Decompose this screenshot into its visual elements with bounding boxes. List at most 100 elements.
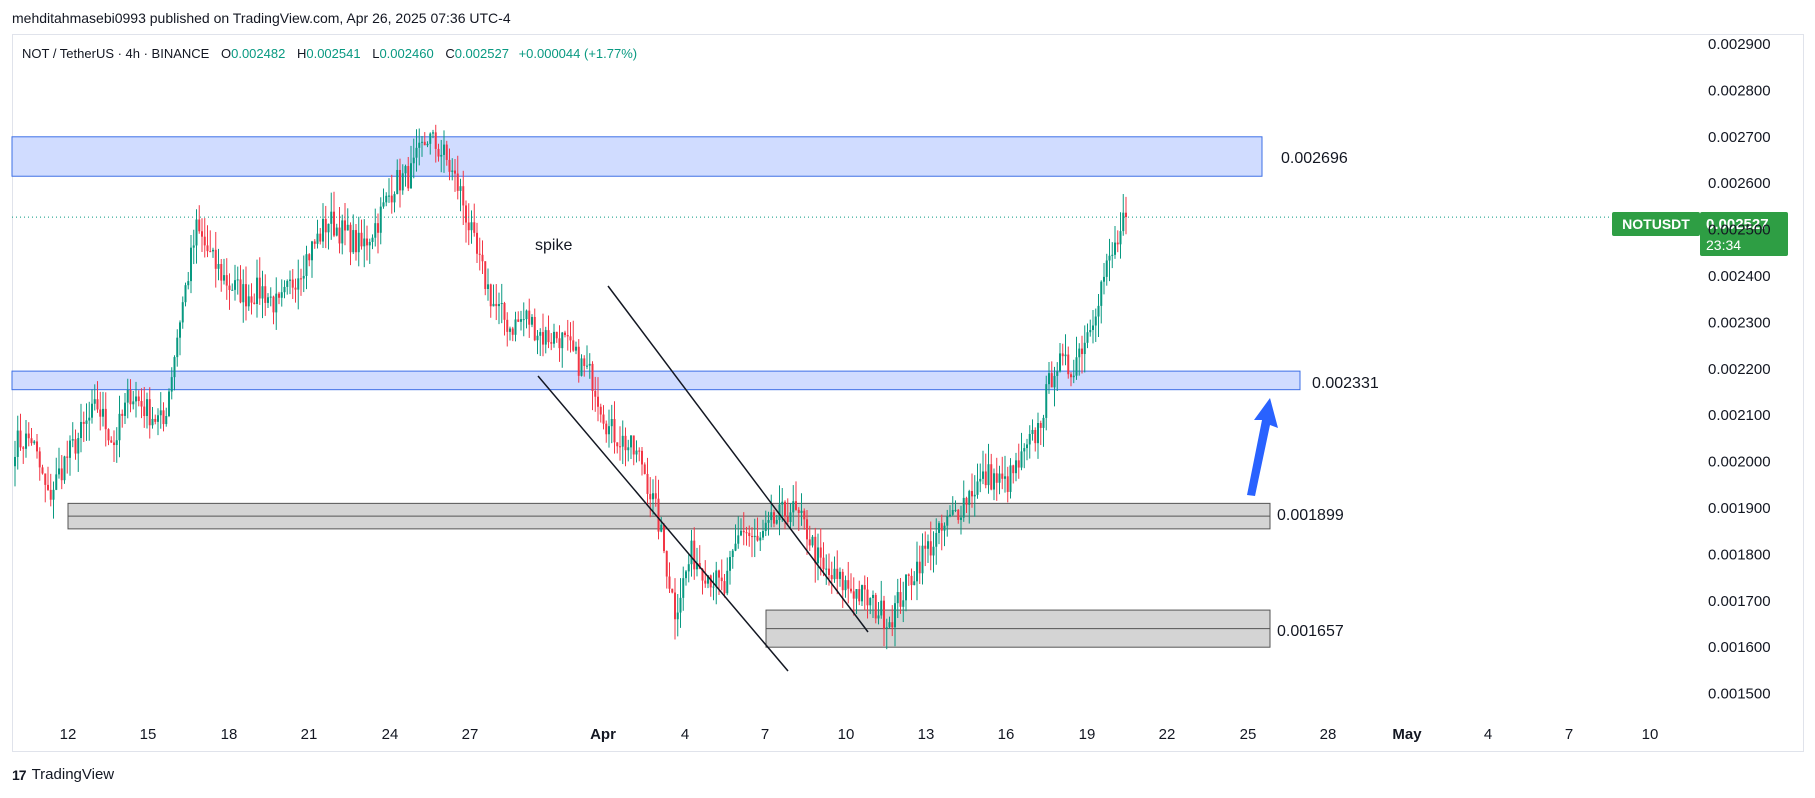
candle-body (385, 195, 388, 203)
ticker-label: NOTUSDT (1622, 216, 1690, 232)
candle-body (283, 286, 286, 293)
candle-body (165, 416, 168, 425)
candle-body (654, 493, 657, 499)
candle-body (836, 568, 839, 579)
candle-body (803, 510, 806, 520)
candle-body (1059, 353, 1061, 372)
candle-body (231, 289, 234, 291)
candle-body (751, 535, 753, 538)
candle-body (649, 493, 652, 500)
candle-body (286, 280, 289, 287)
x-tick-label: 10 (1642, 726, 1659, 743)
candle-body (291, 279, 294, 288)
candle-body (924, 545, 927, 549)
candle-body (533, 316, 536, 341)
channel-upper-line (607, 285, 869, 633)
candle-body (957, 509, 960, 520)
candle-body (280, 292, 283, 298)
candle-body (874, 594, 877, 619)
candle-body (1037, 423, 1039, 444)
candle-body (1083, 342, 1086, 355)
candle-body (412, 157, 415, 164)
candle-body (1075, 357, 1078, 376)
candle-body (781, 501, 784, 505)
candle-body (151, 418, 154, 426)
candle-body (982, 471, 984, 479)
candle-body (96, 399, 99, 410)
candle-body (143, 406, 146, 417)
candle-body (415, 147, 418, 158)
candle-body (382, 202, 385, 207)
candle-body (192, 245, 195, 248)
candle-body (610, 419, 613, 427)
candle-body (630, 435, 632, 448)
candle-body (817, 547, 819, 564)
countdown-label: 23:34 (1706, 237, 1741, 253)
x-tick-label: 16 (998, 726, 1015, 743)
candle-body (792, 501, 795, 513)
candle-body (861, 585, 863, 602)
candle-body (627, 447, 630, 451)
candle-body (440, 154, 443, 157)
candle-body (316, 233, 319, 244)
candle-body (1122, 212, 1125, 232)
candle-body (778, 504, 781, 520)
candle-body (99, 409, 102, 417)
candle-body (300, 278, 302, 280)
candle-body (421, 141, 423, 143)
candle-body (126, 389, 129, 403)
candle-body (245, 284, 247, 307)
candle-body (643, 464, 646, 474)
candle-body (69, 440, 71, 458)
candle-body (129, 389, 132, 405)
candle-body (1114, 242, 1116, 255)
candle-body (756, 535, 759, 541)
candle-body (140, 401, 143, 407)
candle-body (429, 133, 432, 144)
candle-body (91, 403, 93, 418)
zone-resistance (11, 136, 1263, 177)
candle-body (209, 251, 212, 253)
candle-body (1067, 354, 1070, 375)
candle-body (489, 284, 492, 307)
candle-body (368, 241, 371, 246)
candle-body (272, 296, 275, 313)
candle-body (858, 589, 861, 602)
candle-body (410, 163, 412, 189)
candle-body (55, 474, 58, 490)
candle-body (847, 580, 850, 589)
candle-body (393, 194, 396, 203)
candle-body (987, 464, 990, 486)
x-tick-label: 25 (1240, 726, 1257, 743)
candle-body (965, 497, 968, 505)
candle-body (674, 592, 676, 620)
candle-body (137, 396, 140, 402)
candle-body (487, 284, 489, 290)
candle-body (1081, 348, 1083, 355)
low-label: L (372, 46, 380, 61)
candle-body (22, 447, 25, 449)
candle-body (179, 322, 181, 338)
candle-body (498, 304, 500, 307)
candle-body (949, 514, 951, 517)
candle-body (605, 423, 608, 435)
candle-body (154, 418, 157, 422)
candle-body (41, 467, 44, 474)
candle-body (608, 426, 610, 435)
close-value: 0.002527 (454, 46, 509, 61)
candle-body (132, 401, 135, 405)
y-tick-label: 0.001500 (1708, 686, 1771, 703)
candle-body (979, 478, 982, 482)
tradingview-footer[interactable]: 17 TradingView (12, 766, 114, 783)
candle-body (789, 512, 792, 523)
price-tag (1700, 212, 1788, 256)
candle-body (60, 468, 63, 481)
candle-body (932, 546, 935, 556)
candle-body (910, 575, 913, 586)
candle-body (561, 332, 564, 349)
candle-body (575, 346, 577, 351)
candle-body (476, 232, 478, 254)
candle-body (390, 195, 393, 203)
candle-body (267, 297, 269, 303)
